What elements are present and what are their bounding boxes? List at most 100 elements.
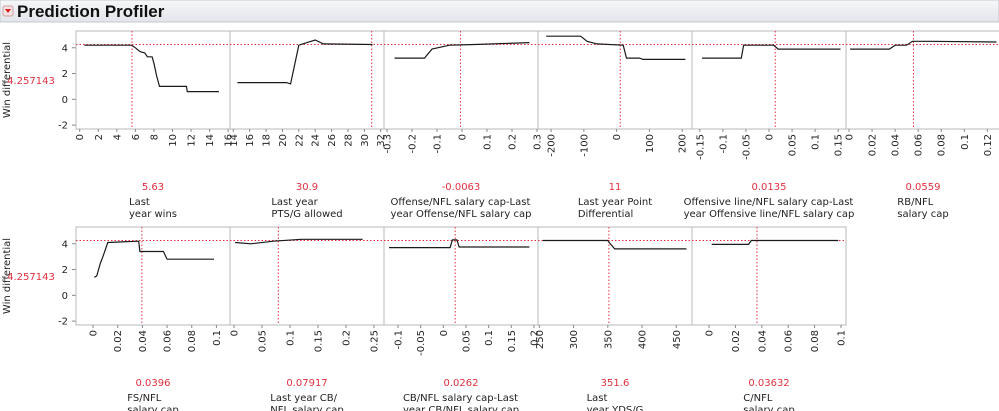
x-tick-label: 0.04: [757, 330, 768, 352]
x-tick-label: 0.05: [788, 134, 799, 156]
current-value: 0.07917: [286, 378, 327, 389]
current-value: 351.6: [601, 378, 630, 389]
profile-trace: [542, 239, 687, 250]
x-tick-label: 0.15: [507, 330, 518, 352]
x-tick-label: 0: [705, 330, 716, 336]
y-axis-label: Win differential: [2, 42, 13, 118]
x-tick-label: 0.06: [784, 330, 795, 352]
panel-frame: [75, 226, 231, 326]
x-tick-label: 16: [245, 134, 256, 147]
x-tick-label: 0: [229, 330, 240, 336]
x-tick-label: -0.1: [394, 330, 405, 350]
x-tick-label: 12: [187, 134, 198, 147]
x-tick-label: 0: [844, 134, 855, 140]
x-tick-label: 0.2: [341, 330, 352, 346]
x-tick-label: 32: [376, 134, 387, 147]
x-tick-label: 0: [765, 134, 776, 140]
panel-frame: [537, 30, 693, 130]
x-tick-label: 0.15: [313, 330, 324, 352]
panel-frame: [383, 226, 539, 326]
x-tick-label: 0: [439, 330, 450, 336]
x-tick-label: 0.1: [483, 134, 494, 150]
y-tick-label: -2: [58, 317, 68, 328]
x-tick-label: 0: [458, 134, 469, 140]
factor-label: NFL salary cap: [270, 405, 343, 411]
response-value: 4.257143: [7, 272, 55, 283]
profile-trace: [711, 239, 839, 245]
profile-trace: [84, 44, 219, 93]
x-tick-label: 0.12: [983, 134, 994, 156]
x-tick-label: 0: [89, 330, 100, 336]
factor-label: Last year: [271, 197, 318, 208]
x-tick-label: 26: [327, 134, 338, 147]
x-tick-label: 0.15: [834, 134, 845, 156]
x-tick-label: 0.04: [891, 134, 902, 156]
factor-label: Last: [587, 393, 608, 404]
x-tick-label: 14: [205, 134, 216, 147]
x-tick-label: 0: [612, 134, 623, 140]
profile-trace: [850, 40, 997, 50]
x-tick-label: 250: [535, 330, 546, 349]
x-tick-label: 0.08: [187, 330, 198, 352]
factor-label: C/NFL: [743, 393, 773, 404]
x-tick-label: 0.05: [461, 330, 472, 352]
y-tick-label: 2: [62, 69, 68, 80]
factor-label: year wins: [129, 209, 177, 220]
x-tick-label: 0.2: [529, 330, 540, 346]
factor-label: year CB/NFL salary cap: [403, 405, 519, 411]
x-tick-label: 30: [360, 134, 371, 147]
x-tick-label: 0.1: [484, 330, 495, 346]
factor-label: Last year CB/: [270, 393, 337, 404]
profile-trace: [94, 240, 214, 278]
x-tick-label: -0.05: [741, 134, 752, 160]
factor-label: salary cap: [127, 405, 178, 411]
x-tick-label: 10: [168, 134, 179, 147]
x-tick-label: -0.15: [695, 134, 706, 160]
x-tick-label: 300: [569, 330, 580, 349]
menu-triangle: [5, 9, 11, 13]
y-tick-label: -2: [58, 121, 68, 132]
y-tick-label: 4: [62, 43, 68, 54]
x-tick-label: -0.1: [433, 134, 444, 154]
profile-trace: [702, 44, 841, 59]
current-value: 11: [609, 182, 622, 193]
x-tick-label: -200: [547, 134, 558, 157]
y-tick-label: 0: [62, 291, 68, 302]
x-tick-label: 0.1: [285, 330, 296, 346]
factor-label: salary cap: [743, 405, 794, 411]
current-value: 5.63: [142, 182, 164, 193]
panel-frame: [229, 226, 385, 326]
factor-label: year Offense/NFL salary cap: [391, 209, 532, 220]
x-tick-label: 0.1: [811, 134, 822, 150]
factor-label: FS/NFL: [127, 393, 162, 404]
factor-label: salary cap: [897, 209, 948, 220]
x-tick-label: 200: [678, 134, 689, 153]
panel-frame: [537, 226, 693, 326]
x-tick-label: 0.1: [212, 330, 223, 346]
profile-trace: [237, 39, 373, 85]
x-tick-label: -0.1: [718, 134, 729, 154]
x-tick-label: 0.02: [868, 134, 879, 156]
factor-label: year YDS/G: [587, 405, 644, 411]
profile-trace: [389, 239, 530, 249]
factor-label: Last year Point: [578, 197, 652, 208]
y-tick-label: 4: [62, 239, 68, 250]
current-value: 30.9: [296, 182, 318, 193]
current-value: -0.0063: [442, 182, 481, 193]
factor-label: RB/NFL: [897, 197, 933, 208]
current-value: 0.0135: [752, 182, 787, 193]
x-tick-label: 2: [94, 134, 105, 140]
factor-label: CB/NFL salary cap-Last: [403, 393, 518, 404]
x-tick-label: 0.02: [113, 330, 124, 352]
factor-label: Differential: [578, 209, 634, 220]
x-tick-label: 16: [224, 134, 235, 147]
x-tick-label: 0.06: [163, 330, 174, 352]
panel-frame: [75, 30, 231, 130]
current-value: 0.0396: [136, 378, 171, 389]
x-tick-label: 0.06: [914, 134, 925, 156]
x-tick-label: 24: [311, 134, 322, 147]
profile-trace: [546, 35, 686, 60]
current-value: 0.0262: [444, 378, 479, 389]
profile-trace: [394, 42, 530, 59]
